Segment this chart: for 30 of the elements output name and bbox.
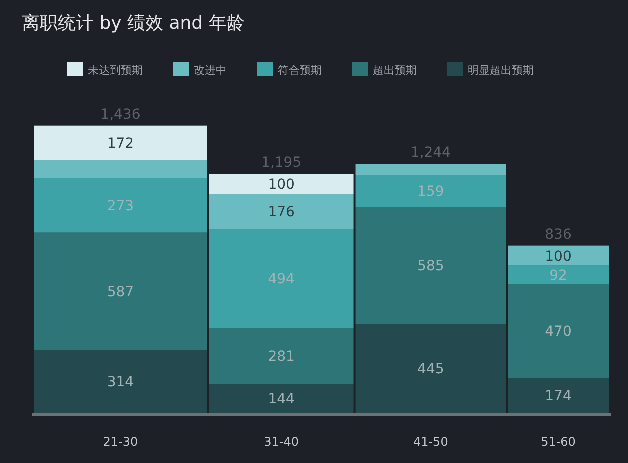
x-tick-label: 21-30 <box>103 435 138 449</box>
total-label: 1,195 <box>262 155 302 172</box>
data-label: 144 <box>268 392 296 408</box>
x-tick-label: 41-50 <box>413 435 448 449</box>
data-label: 100 <box>545 248 572 265</box>
total-label: 1,436 <box>100 106 141 123</box>
legend-label: 改进中 <box>194 64 227 77</box>
data-label: 494 <box>268 272 296 288</box>
data-label: 174 <box>545 388 572 405</box>
x-tick-label: 31-40 <box>264 435 300 449</box>
title: 离职统计 by 绩效 and 年龄 <box>22 13 245 34</box>
data-label: 159 <box>418 184 444 200</box>
data-label: 92 <box>550 268 568 284</box>
legend-label: 符合预期 <box>278 64 322 77</box>
data-label: 314 <box>107 374 134 391</box>
total-label: 1,244 <box>410 145 452 162</box>
data-label: 273 <box>107 198 134 215</box>
data-label: 172 <box>107 136 134 152</box>
total-label: 836 <box>545 226 572 243</box>
data-label: 585 <box>418 258 444 275</box>
legend-label: 未达到预期 <box>88 64 143 77</box>
data-label: 176 <box>268 204 296 221</box>
legend-label: 超出预期 <box>373 64 417 77</box>
data-label: 470 <box>545 324 572 340</box>
data-label: 587 <box>107 284 134 301</box>
data-label: 281 <box>268 349 295 366</box>
data-label: 445 <box>418 362 444 378</box>
x-tick-label: 51-60 <box>541 435 576 449</box>
legend-label: 明显超出预期 <box>468 64 534 77</box>
data-label: 100 <box>268 177 295 194</box>
